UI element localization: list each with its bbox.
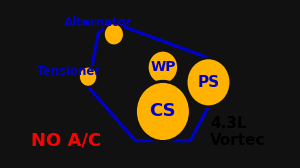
Circle shape xyxy=(186,58,231,107)
Circle shape xyxy=(103,23,124,46)
Text: Tensioner: Tensioner xyxy=(37,65,101,78)
Circle shape xyxy=(135,81,190,141)
Text: WP: WP xyxy=(150,60,176,74)
Circle shape xyxy=(147,50,178,84)
Circle shape xyxy=(79,66,98,87)
Text: 4.3L: 4.3L xyxy=(210,116,247,131)
Text: Alternator: Alternator xyxy=(64,16,133,29)
Text: Vortec: Vortec xyxy=(210,133,266,148)
Text: PS: PS xyxy=(197,75,220,90)
Text: CS: CS xyxy=(150,102,176,120)
Text: NO A/C: NO A/C xyxy=(31,132,102,150)
